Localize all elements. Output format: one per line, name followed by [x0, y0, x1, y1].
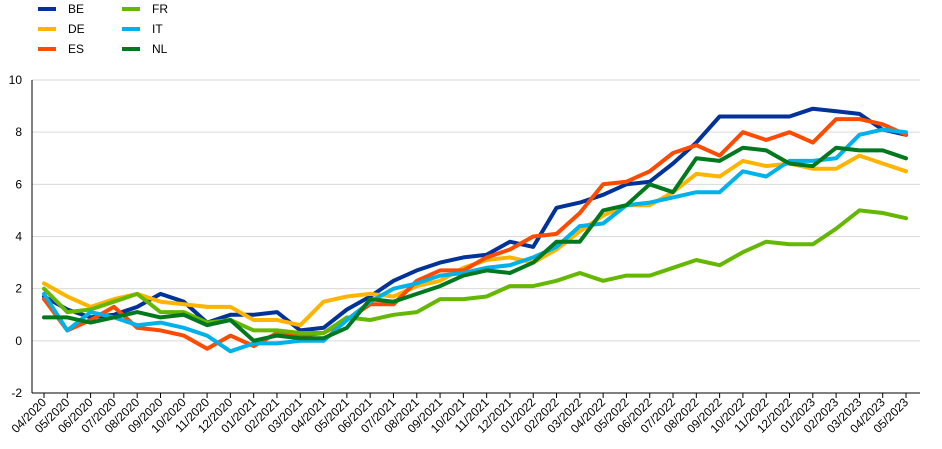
legend-label-be: BE — [68, 2, 84, 16]
y-axis: -2 0 2 4 6 8 10 — [9, 73, 33, 400]
legend-label-it: IT — [152, 22, 163, 36]
y-tick-label: -2 — [11, 386, 22, 400]
legend-label-fr: FR — [152, 2, 168, 16]
y-tick-label: 2 — [15, 282, 22, 296]
y-tick-label: 0 — [15, 334, 22, 348]
legend: BE DE ES FR IT NL — [38, 2, 168, 56]
y-tick-label: 4 — [15, 230, 22, 244]
y-tick-label: 8 — [15, 125, 22, 139]
series-lines — [42, 106, 908, 354]
y-tick-label: 10 — [9, 73, 23, 87]
series-line-nl — [42, 145, 908, 343]
legend-label-es: ES — [68, 42, 84, 56]
legend-label-de: DE — [68, 22, 85, 36]
series-line-fr — [42, 208, 908, 335]
y-tick-label: 6 — [15, 177, 22, 191]
series-line-es — [42, 117, 908, 351]
series-line-it — [42, 127, 908, 354]
x-axis: 04/202005/202006/202007/202008/202009/20… — [9, 392, 920, 436]
gridlines — [32, 79, 920, 394]
legend-label-nl: NL — [152, 42, 168, 56]
